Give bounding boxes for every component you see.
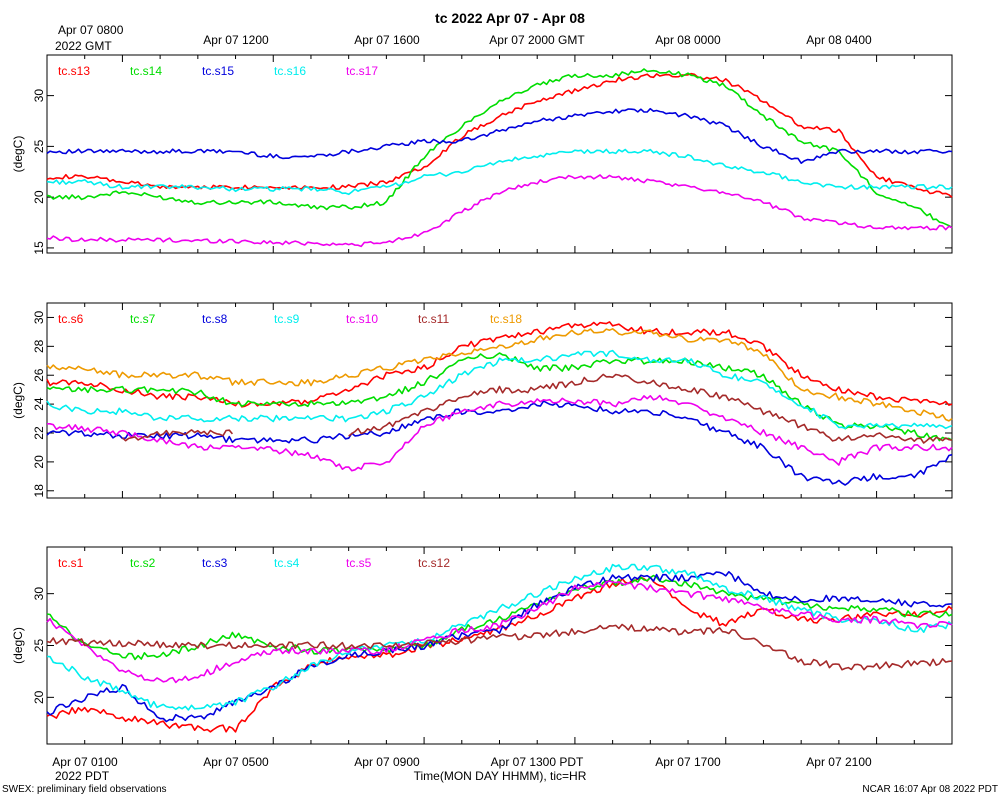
chart-panel-3: 20 25 30 (degC) tc.s1 tc.s2 tc.s3 tc.s4 tc.s5 tc.… xyxy=(11,546,953,745)
legend-entry-tc-s17: tc.s17 xyxy=(346,64,378,78)
y-tick-label: 20 xyxy=(32,190,46,204)
legend-entry-tc-s1: tc.s1 xyxy=(58,556,84,570)
top-axis-label: Apr 07 1200 xyxy=(203,33,269,47)
legend-entry-tc-s18: tc.s18 xyxy=(490,312,522,326)
y-tick-label: 18 xyxy=(32,484,46,498)
legend-entry-tc-s7: tc.s7 xyxy=(130,312,156,326)
y-tick-label: 30 xyxy=(32,89,46,103)
y-axis-label: (degC) xyxy=(11,382,25,419)
series-line-tc-s7 xyxy=(46,352,953,442)
top-axis-label: Apr 07 1600 xyxy=(354,33,420,47)
bottom-axis-label: Apr 07 1700 xyxy=(655,755,721,769)
y-axis-label: (degC) xyxy=(11,627,25,664)
top-axis-label: Apr 08 0400 xyxy=(806,33,872,47)
series-line-tc-s13 xyxy=(46,72,953,198)
y-tick-label: 22 xyxy=(32,426,46,440)
top-axis-label: Apr 08 0000 xyxy=(655,33,721,47)
y-tick-label: 25 xyxy=(32,139,46,153)
footer-note: SWEX: preliminary field observations xyxy=(2,784,167,795)
legend-entry-tc-s5: tc.s5 xyxy=(346,556,372,570)
legend-entry-tc-s14: tc.s14 xyxy=(130,64,162,78)
legend-entry-tc-s8: tc.s8 xyxy=(202,312,228,326)
legend-entry-tc-s10: tc.s10 xyxy=(346,312,378,326)
legend-entry-tc-s16: tc.s16 xyxy=(274,64,306,78)
bottom-axis-label: Apr 07 0500 xyxy=(203,755,269,769)
bottom-axis-label: Apr 07 1300 PDT xyxy=(491,755,584,769)
series-line-tc-s6 xyxy=(46,321,953,408)
top-gmt-axis: Apr 07 0800 2022 GMT Apr 07 1200 Apr 07 … xyxy=(55,23,872,53)
legend-entry-tc-s13: tc.s13 xyxy=(58,64,90,78)
legend-entry-tc-s15: tc.s15 xyxy=(202,64,234,78)
top-axis-label: Apr 07 0800 xyxy=(58,23,124,37)
series-line-tc-s10 xyxy=(47,394,953,472)
plot-frame xyxy=(46,54,953,254)
series-line-tc-s14 xyxy=(46,68,953,229)
top-axis-label: Apr 07 2000 GMT xyxy=(489,33,585,47)
series-line-tc-s4 xyxy=(46,563,953,711)
y-tick-label: 24 xyxy=(32,397,46,411)
y-tick-label: 30 xyxy=(32,310,46,324)
legend-entry-tc-s11: tc.s11 xyxy=(418,312,449,326)
bottom-axis-label: Apr 07 0900 xyxy=(354,755,420,769)
y-tick-label: 28 xyxy=(32,339,46,353)
legend-entry-tc-s4: tc.s4 xyxy=(274,556,300,570)
y-tick-label: 20 xyxy=(32,690,46,704)
y-tick-label: 30 xyxy=(32,587,46,601)
bottom-pdt-axis: Apr 07 0100 Apr 07 0500 Apr 07 0900 Apr … xyxy=(52,755,872,783)
series-line-tc-s15 xyxy=(46,107,953,164)
y-axis-label: (degC) xyxy=(11,136,25,173)
y-tick-label: 20 xyxy=(32,455,46,469)
series-line-tc-s8 xyxy=(46,400,953,486)
legend-entry-tc-s3: tc.s3 xyxy=(202,556,228,570)
figure-title: tc 2022 Apr 07 - Apr 08 xyxy=(435,10,585,26)
x-axis-title: Time(MON DAY HHMM), tic=HR xyxy=(414,769,587,783)
series-line-tc-s5 xyxy=(46,580,953,684)
top-axis-year: 2022 GMT xyxy=(55,39,112,53)
series-line-tc-s16 xyxy=(46,148,953,196)
bottom-axis-label: Apr 07 0100 xyxy=(52,755,118,769)
plot-frame xyxy=(46,546,953,745)
series-line-tc-s2 xyxy=(46,574,953,661)
series-line-tc-s17 xyxy=(46,174,953,248)
y-tick-label: 15 xyxy=(32,241,46,255)
chart-panel-1: 15 20 25 30 (degC) tc.s13 tc.s14 tc.s15 tc.s16 tc… xyxy=(11,54,953,255)
y-tick-label: 25 xyxy=(32,639,46,653)
series-line-tc-s12 xyxy=(46,623,953,671)
chart-panel-2: 18 20 22 24 26 28 30 (degC) tc.s6 tc.s7 tc.s8 tc.s9… xyxy=(11,302,953,499)
legend-entry-tc-s2: tc.s2 xyxy=(130,556,156,570)
legend-entry-tc-s9: tc.s9 xyxy=(274,312,300,326)
bottom-axis-label: Apr 07 2100 xyxy=(806,755,872,769)
series-line-tc-s9 xyxy=(46,349,953,430)
legend-entry-tc-s6: tc.s6 xyxy=(58,312,84,326)
legend-entry-tc-s12: tc.s12 xyxy=(418,556,450,570)
y-tick-label: 26 xyxy=(32,368,46,382)
series-line-tc-s18 xyxy=(46,328,953,422)
series-line-tc-s11 xyxy=(121,373,953,444)
series-line-tc-s3 xyxy=(46,571,953,723)
bottom-axis-year: 2022 PDT xyxy=(55,769,110,783)
footer-timestamp: NCAR 16:07 Apr 08 2022 PDT xyxy=(862,784,998,795)
